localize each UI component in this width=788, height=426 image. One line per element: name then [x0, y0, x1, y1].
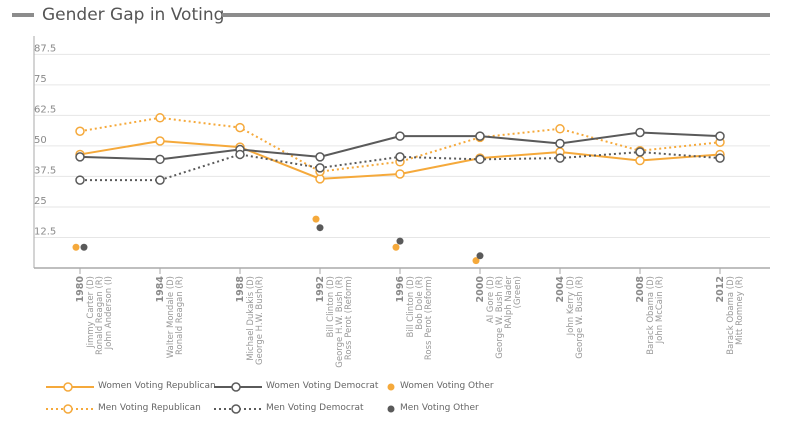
legend-label: Women Voting Other	[400, 381, 494, 391]
legend-label: Women Voting Republican	[98, 381, 216, 391]
candidate-label: John McCain (R)	[655, 276, 665, 344]
data-point-women-voting-other	[312, 215, 320, 223]
data-point-women-voting-democrat	[555, 138, 565, 149]
candidate-label: Michael Dukakis (D)	[246, 276, 256, 361]
line-chart: 87.5 75 62.5 50 37.5 25 12.5 1980 Jimmy Carter (…	[33, 36, 770, 368]
candidate-label: Ronald Reagan (R)	[95, 276, 105, 355]
data-point-women-voting-other	[472, 257, 480, 265]
x-tick-label: 2004	[555, 276, 566, 303]
legend: Women Voting Republican Men Voting Repub…	[40, 380, 560, 420]
x-tick-label: 1988	[235, 276, 246, 303]
chart-title: Gender Gap in Voting	[42, 5, 225, 25]
legend-label: Women Voting Democrat	[266, 381, 379, 391]
candidate-label: Al Gore (D)	[486, 276, 496, 323]
data-point-men-voting-democrat	[235, 149, 245, 160]
y-tick-label: 75	[34, 74, 47, 85]
data-point-women-voting-democrat	[475, 131, 485, 141]
candidate-label: Bob Dole (R)	[415, 276, 425, 330]
data-point-women-voting-republican	[635, 155, 645, 166]
data-point-men-voting-other	[80, 243, 88, 251]
legend-swatch-men-republican	[46, 404, 94, 414]
candidate-label: RAlph Nader	[504, 276, 514, 329]
data-point-men-voting-republican	[235, 122, 245, 133]
data-point-men-voting-republican	[155, 113, 165, 123]
x-tick-label: 1996	[395, 276, 406, 303]
candidate-label: Barack Obama (D)	[726, 276, 736, 355]
data-point-men-voting-democrat	[315, 163, 325, 173]
x-tick-label: 1980	[75, 276, 86, 303]
data-point-men-voting-democrat	[155, 175, 165, 185]
data-point-men-voting-other	[396, 237, 404, 245]
candidate-label: Barack Obama (D)	[646, 276, 656, 355]
data-point-men-voting-republican	[75, 126, 85, 136]
y-tick-label: 25	[34, 196, 47, 207]
legend-label: Men Voting Other	[400, 403, 479, 413]
legend-swatch-women-republican	[46, 382, 94, 392]
data-point-men-voting-democrat	[395, 152, 405, 162]
y-tick-label: 37.5	[34, 165, 56, 176]
legend-swatch-women-democrat	[214, 382, 262, 392]
x-tick-label: 1992	[315, 276, 326, 302]
data-point-women-voting-democrat	[715, 131, 725, 141]
x-tick-label: 1984	[155, 276, 166, 303]
data-point-men-voting-other	[476, 252, 484, 260]
candidate-label: (Green)	[513, 276, 523, 308]
x-tick-label: 2000	[475, 276, 486, 303]
candidate-label: Mitt Romney (R)	[735, 276, 745, 345]
data-point-women-voting-other	[392, 243, 400, 251]
candidate-label: Jimmy Carter (D)	[86, 276, 96, 349]
data-point-women-voting-republican	[155, 136, 165, 146]
data-point-men-voting-democrat	[635, 147, 645, 157]
legend-swatch-men-democrat	[214, 404, 262, 414]
y-tick-label: 12.5	[34, 226, 56, 237]
legend-swatch-men-other	[387, 405, 395, 413]
candidate-label: Bill Clinton (D)	[326, 276, 336, 337]
legend-swatch-women-other	[387, 383, 395, 391]
data-point-women-voting-democrat	[155, 154, 165, 165]
chart-title-bar: Gender Gap in Voting	[12, 4, 770, 28]
data-point-women-voting-republican	[395, 169, 405, 179]
data-point-men-voting-other	[316, 224, 324, 232]
data-point-women-voting-democrat	[75, 152, 85, 162]
data-point-men-voting-democrat	[715, 153, 725, 163]
candidate-label: George W. Bush (R)	[495, 276, 505, 359]
data-point-men-voting-democrat	[475, 154, 485, 165]
data-point-women-voting-democrat	[395, 131, 405, 141]
candidate-label: Ross Perot (Reform)	[344, 276, 354, 360]
data-point-women-voting-democrat	[635, 127, 645, 138]
data-point-men-voting-republican	[555, 124, 565, 134]
candidate-label: Walter Mondale (D)	[166, 276, 176, 358]
candidate-label: George W. Bush (R)	[575, 276, 585, 359]
y-tick-label: 87.5	[34, 43, 56, 54]
candidate-label: George H.W. Bush(R)	[255, 276, 265, 365]
title-rule-left	[12, 13, 34, 17]
candidate-label: Bill Clinton (D)	[406, 276, 416, 337]
y-tick-label: 62.5	[34, 104, 56, 115]
candidate-label: John Anderson (I)	[104, 276, 114, 350]
legend-label: Men Voting Democrat	[266, 403, 364, 413]
y-tick-label: 50	[34, 135, 47, 146]
candidate-label: Ronald Reagan (R)	[175, 276, 185, 355]
candidate-label: George H.W. Bush (R)	[335, 276, 345, 368]
data-point-women-voting-other	[72, 243, 80, 251]
data-point-men-voting-democrat	[555, 153, 565, 163]
x-tick-label: 2008	[635, 276, 646, 303]
data-point-men-voting-democrat	[75, 175, 85, 185]
candidate-label: John Kerry (D)	[566, 276, 576, 336]
data-point-women-voting-democrat	[315, 152, 325, 162]
title-rule-right	[222, 13, 770, 17]
candidate-label: Ross Perot (Reform)	[424, 276, 434, 360]
x-tick-label: 2012	[715, 276, 726, 302]
legend-label: Men Voting Republican	[98, 403, 201, 413]
